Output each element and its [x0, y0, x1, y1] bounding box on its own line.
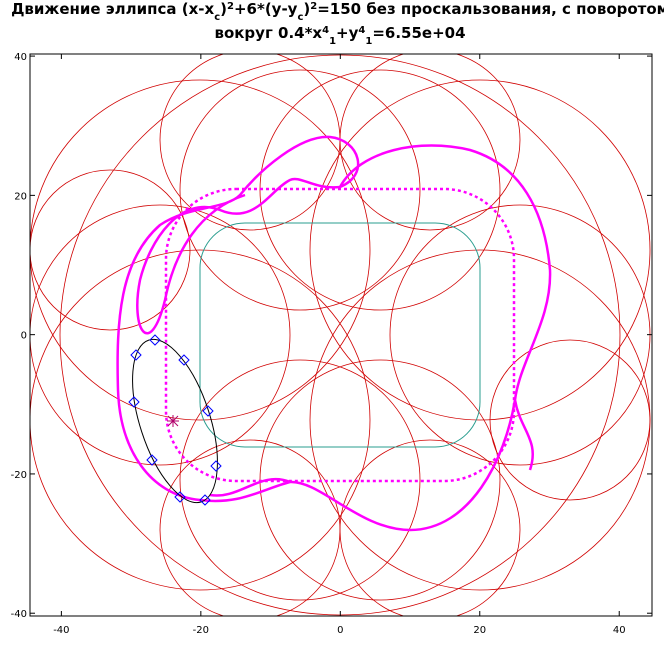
title-segment: c: [214, 12, 220, 23]
x-tick-label: 0: [337, 625, 343, 636]
chart-title-line-1: Движение эллипса (x-xc)2+6*(y-yc)2=150 б…: [11, 0, 664, 23]
x-tick-label: 20: [473, 625, 486, 636]
title-segment: c: [297, 12, 303, 23]
y-tick-label: 20: [14, 191, 27, 202]
title-segment: =6.55e+04: [372, 24, 465, 42]
title-segment: +6*(y-y: [234, 0, 298, 18]
ellipse-markers: [128, 334, 222, 506]
y-tick-label: -20: [11, 470, 27, 481]
y-tick-label: 0: [21, 331, 27, 342]
title-segment: Движение эллипса (x-x: [11, 0, 214, 18]
title-segment: 1: [365, 36, 372, 47]
title-segment: =150 без проскальзования, с поворотом: [317, 0, 664, 18]
x-tick-label: -40: [53, 625, 69, 636]
title-segment: вокруг 0.4*x: [214, 24, 322, 42]
trajectory-curve: [116, 135, 552, 532]
inner-curve: [199, 222, 481, 448]
offset-curve: [164, 187, 516, 483]
center-marker: [167, 415, 179, 427]
x-tick-label: 40: [613, 625, 626, 636]
y-tick-label: 40: [14, 52, 27, 63]
red-circles: [30, 54, 651, 616]
plot-frame: [29, 53, 653, 617]
title-segment: 4: [322, 25, 329, 36]
x-tick-label: -20: [193, 625, 209, 636]
title-segment: +y: [336, 24, 359, 42]
title-segment: 2: [227, 1, 234, 12]
title-segment: 2: [310, 1, 317, 12]
title-segment: ): [220, 0, 227, 18]
title-segment: 4: [358, 25, 365, 36]
y-tick-label: -40: [11, 609, 27, 620]
title-segment: 1: [329, 36, 336, 47]
plot-drawing: [30, 54, 651, 616]
chart-title-line-2: вокруг 0.4*x41+y41=6.55e+04: [214, 24, 465, 47]
title-segment: ): [303, 0, 310, 18]
